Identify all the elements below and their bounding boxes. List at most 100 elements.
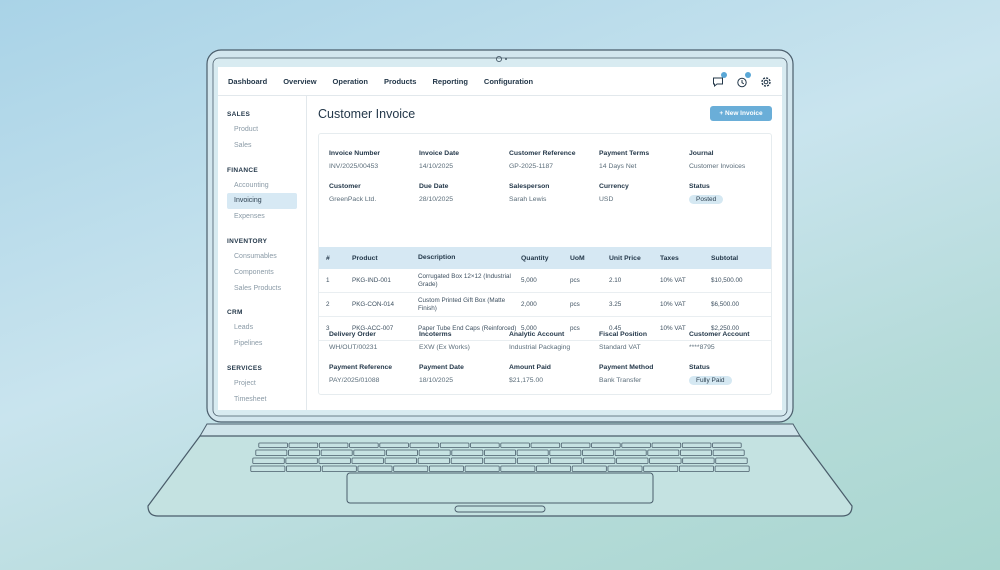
column-header[interactable]: Unit Price	[609, 254, 641, 262]
sidebar-item-timesheet[interactable]: Timesheet	[234, 395, 267, 403]
table-cell: 5,000	[521, 325, 537, 332]
field-label: Amount Paid	[509, 364, 551, 371]
new-invoice-button[interactable]: + New Invoice	[710, 106, 772, 121]
table-row[interactable]: 2 PKG-CON-014 Custom Printed Gift Box (Mat…	[319, 293, 771, 317]
nav-overview[interactable]: Overview	[283, 76, 317, 86]
nav-operation[interactable]: Operation	[332, 76, 368, 86]
sidebar-item-pipelines[interactable]: Pipelines	[234, 340, 263, 348]
keyboard-key	[258, 442, 288, 448]
keyboard-key	[621, 442, 651, 448]
field-value: Posted	[689, 195, 779, 204]
field-value: EXW (Ex Works)	[419, 344, 470, 351]
invoice-card: Invoice Number INV/2025/00453 Invoice Date…	[318, 133, 772, 395]
table-cell: 10% VAT	[660, 301, 686, 308]
keyboard-key	[680, 449, 712, 456]
invoice-lines-table: # Product Description Quantity UoM Unit Price…	[319, 247, 771, 341]
keyboard-key	[712, 449, 745, 456]
keyboard	[250, 442, 750, 472]
field-invoice-number: Invoice Number INV/2025/00453	[329, 150, 419, 170]
keyboard-key	[643, 465, 679, 472]
column-header[interactable]: Description	[418, 254, 456, 261]
history-icon[interactable]	[736, 72, 751, 88]
field-label: Incoterms	[419, 331, 452, 338]
table-cell: Custom Printed Gift Box (Matte Finish)	[418, 296, 506, 312]
keyboard-key	[516, 457, 550, 464]
sidebar-section-inventory: INVENTORY	[227, 237, 268, 245]
keyboard-key	[351, 457, 384, 464]
column-header[interactable]: Taxes	[660, 254, 679, 262]
column-header[interactable]: Subtotal	[711, 254, 739, 262]
column-header[interactable]: UoM	[570, 254, 585, 262]
keyboard-key	[530, 442, 561, 448]
keyboard-key	[417, 457, 450, 464]
keyboard-key	[288, 449, 320, 456]
sidebar-item-leads[interactable]: Leads	[234, 324, 254, 332]
keyboard-key	[616, 457, 649, 464]
field-fiscal-position: Fiscal Position Standard VAT	[599, 331, 689, 351]
keyboard-key	[418, 449, 451, 456]
field-payment-method: Payment Method Bank Transfer	[599, 364, 689, 385]
keyboard-key	[582, 449, 614, 456]
field-value: Industrial Packaging	[509, 344, 571, 351]
field-invoice-date: Invoice Date 14/10/2025	[419, 150, 509, 170]
keyboard-key	[681, 442, 712, 448]
main-content: Customer Invoice + New Invoice Invoice N…	[318, 96, 774, 395]
field-label: Invoice Date	[419, 150, 460, 157]
sidebar-item-product[interactable]: Product	[234, 126, 259, 133]
field-value: Fully Paid	[689, 376, 779, 385]
field-label: Invoice Number	[329, 150, 380, 157]
sidebar-item-invoicing[interactable]: Invoicing	[227, 193, 297, 210]
field-value: 14 Days Net	[599, 163, 637, 170]
field-value: 28/10/2025	[419, 196, 454, 203]
keyboard-key	[607, 465, 643, 472]
table-row[interactable]: 1 PKG-IND-001 Corrugated Box 12×12 (Indust…	[319, 269, 771, 293]
app-screen: Dashboard Overview Operation Products Re…	[218, 67, 782, 410]
keyboard-key	[712, 442, 742, 448]
chat-icon[interactable]	[712, 72, 727, 88]
column-header[interactable]: #	[326, 254, 330, 262]
field-label: Status	[689, 364, 710, 371]
keyboard-key	[549, 449, 582, 456]
sidebar-item-sales-products[interactable]: Sales Products	[234, 284, 282, 292]
keyboard-key	[384, 457, 417, 464]
field-due-date: Due Date 28/10/2025	[419, 183, 509, 204]
sidebar-item-expenses[interactable]: Expenses	[234, 213, 265, 221]
field-label: Status	[689, 183, 710, 190]
keyboard-key	[250, 465, 286, 472]
field-label: Payment Reference	[329, 364, 393, 371]
field-customer: Customer GreenPack Ltd.	[329, 183, 419, 204]
field-label: Currency	[599, 183, 629, 190]
sidebar-item-accounting[interactable]: Accounting	[234, 181, 269, 189]
keyboard-key	[252, 457, 285, 464]
keyboard-key	[591, 442, 621, 448]
sidebar-item-project[interactable]: Project	[234, 379, 256, 387]
keyboard-key	[614, 449, 647, 456]
column-header[interactable]: Quantity	[521, 254, 549, 262]
gear-icon[interactable]	[760, 75, 772, 87]
sidebar-item-components[interactable]: Components	[234, 268, 274, 276]
sidebar-item-sales[interactable]: Sales	[234, 141, 252, 149]
table-cell: 5,000	[521, 277, 537, 284]
table-cell: PKG-ACC-007	[352, 325, 394, 332]
keyboard-key	[470, 442, 500, 448]
field-journal: Journal Customer Invoices	[689, 150, 779, 170]
sidebar: SALES Product Sales FINANCE Accounting Invoic…	[218, 96, 307, 410]
keyboard-key	[428, 465, 464, 472]
keyboard-key	[320, 449, 353, 456]
nav-dashboard[interactable]: Dashboard	[228, 76, 268, 86]
sidebar-section-sales: SALES	[227, 111, 251, 118]
header-fields-row-1: Invoice Number INV/2025/00453 Invoice Date…	[329, 150, 779, 170]
field-label: Salesperson	[509, 183, 550, 190]
field-value: USD	[599, 196, 614, 203]
column-header[interactable]: Product	[352, 254, 378, 262]
table-row[interactable]: 3 PKG-ACC-007 Paper Tube End Caps (Reinfor…	[319, 317, 771, 341]
nav-reporting[interactable]: Reporting	[432, 76, 468, 86]
nav-products[interactable]: Products	[383, 76, 417, 86]
field-label: Analytic Account	[509, 331, 565, 338]
table-cell: PKG-CON-014	[352, 301, 394, 308]
nav-configuration[interactable]: Configuration	[483, 76, 534, 86]
table-cell: $6,500.00	[711, 301, 740, 308]
sidebar-item-consumables[interactable]: Consumables	[234, 252, 277, 260]
table-cell: 10% VAT	[660, 325, 686, 332]
sidebar-section-services: SERVICES	[227, 364, 263, 372]
